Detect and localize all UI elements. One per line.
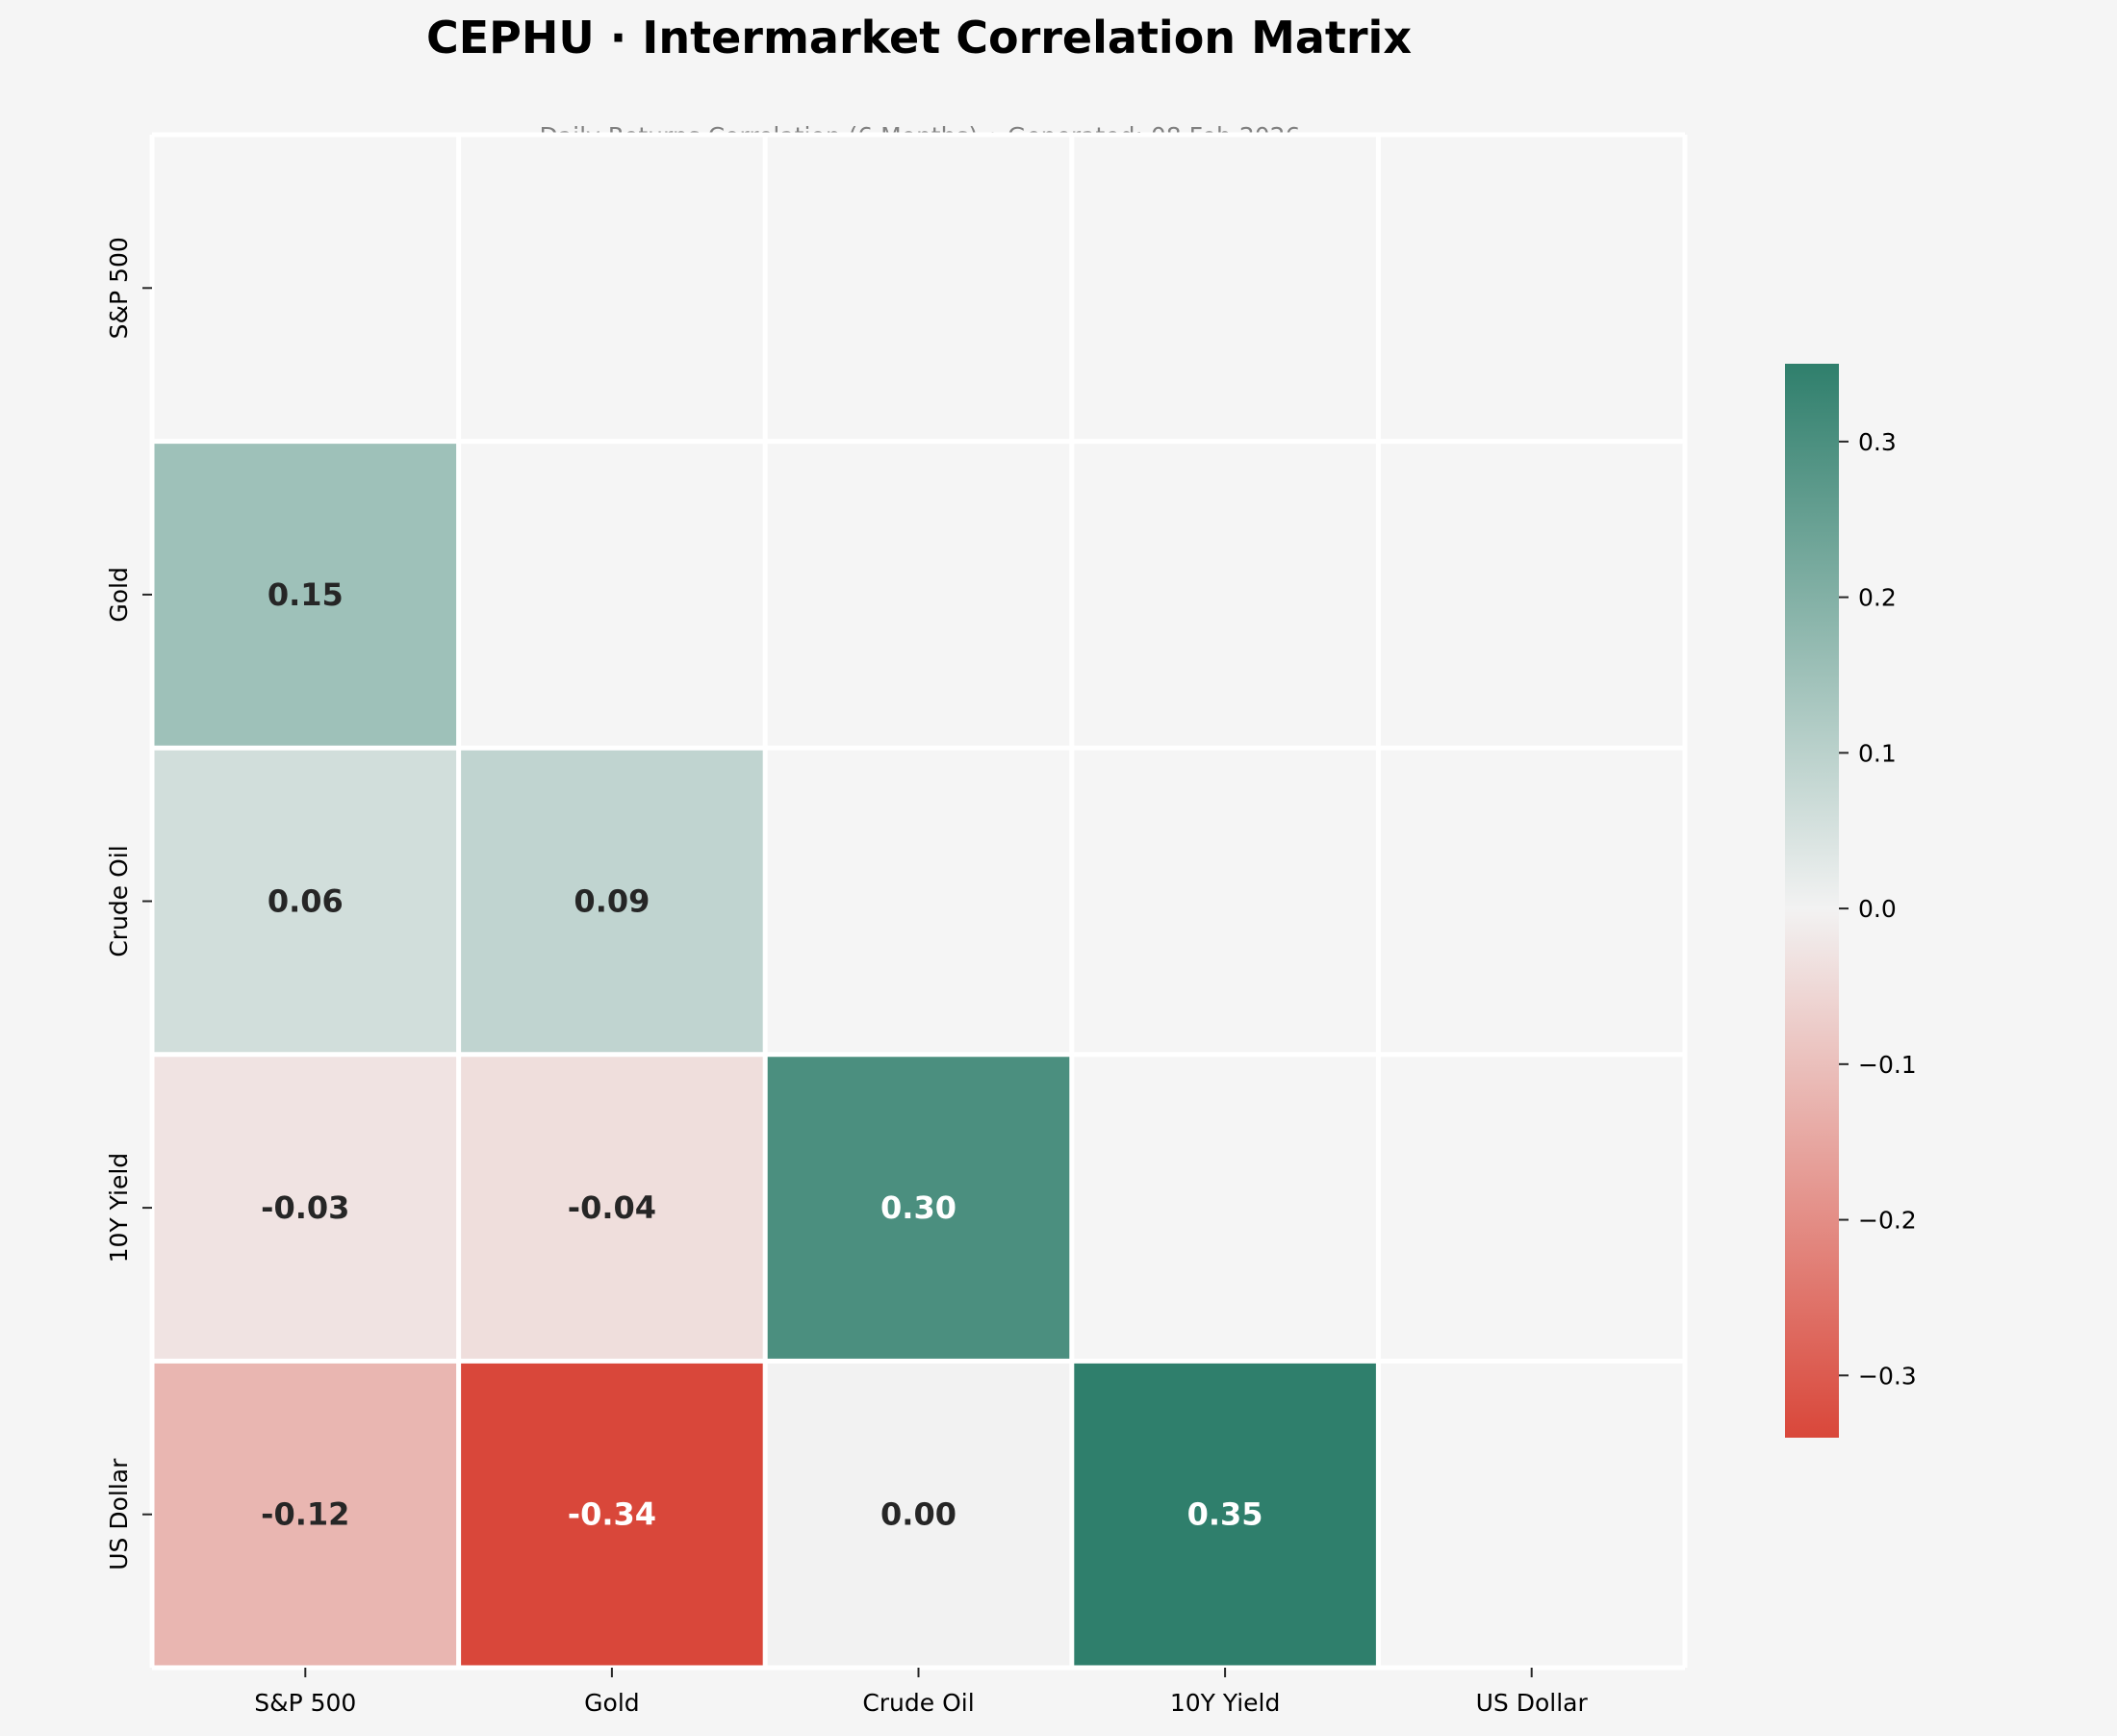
cell-value-label: 0.15	[268, 576, 344, 613]
heatmap-cell	[458, 748, 766, 1055]
x-tick-label: 10Y Yield	[1170, 1689, 1281, 1717]
heatmap-cell	[765, 1054, 1072, 1362]
colorbar-tick-label: 0.3	[1858, 428, 1897, 456]
heatmap-cell	[152, 1361, 459, 1668]
heatmap-cell	[458, 1054, 766, 1362]
colorbar: −0.3 −0.2 −0.1 0.0 0.1 0.2 0.3	[1785, 364, 1917, 1438]
cell-value-label: 0.30	[880, 1189, 956, 1226]
colorbar-tick-label: 0.1	[1858, 739, 1897, 767]
x-tick-label: US Dollar	[1476, 1689, 1589, 1717]
chart-title: CEPHU · Intermarket Correlation Matrix	[426, 12, 1412, 64]
cell-value-label: 0.06	[268, 883, 344, 920]
cell-value-label: 0.09	[574, 883, 650, 920]
heatmap-cell	[152, 748, 459, 1055]
colorbar-tick-label: −0.2	[1858, 1207, 1917, 1235]
heatmap-axes: S&P 500 Gold Crude Oil 10Y Yield US Dollar S&…	[105, 237, 1588, 1717]
heatmap-cell	[765, 1361, 1072, 1668]
cell-value-label: 0.00	[880, 1496, 956, 1533]
colorbar-gradient	[1785, 364, 1839, 1438]
colorbar-tick-label: −0.1	[1858, 1051, 1917, 1079]
y-tick-label: US Dollar	[105, 1458, 133, 1570]
y-tick-label: Gold	[105, 567, 133, 622]
x-tick-label: Crude Oil	[862, 1689, 974, 1717]
cell-value-label: -0.34	[568, 1496, 656, 1533]
y-tick-label: S&P 500	[105, 237, 133, 339]
colorbar-tick-label: 0.2	[1858, 584, 1897, 612]
heatmap-cell	[1071, 1361, 1379, 1668]
y-tick-label: Crude Oil	[105, 845, 133, 957]
heatmap-cell	[152, 1054, 459, 1362]
heatmap-cell	[152, 441, 459, 749]
colorbar-tick-label: 0.0	[1858, 895, 1897, 923]
x-tick-label: S&P 500	[254, 1689, 356, 1717]
cell-value-label: -0.12	[261, 1496, 349, 1533]
y-tick-label: 10Y Yield	[105, 1153, 133, 1264]
heatmap-cell	[458, 1361, 766, 1668]
x-tick-label: Gold	[584, 1689, 639, 1717]
colorbar-tick-label: −0.3	[1858, 1362, 1917, 1390]
cell-value-label: -0.04	[568, 1189, 656, 1226]
heatmap-cells: 0.15 0.06 0.09 -0.03 -0.04 0.30 -0.12 -0.34 0.00…	[149, 132, 1688, 1671]
cell-value-label: 0.35	[1187, 1496, 1263, 1533]
cell-value-label: -0.03	[261, 1189, 349, 1226]
